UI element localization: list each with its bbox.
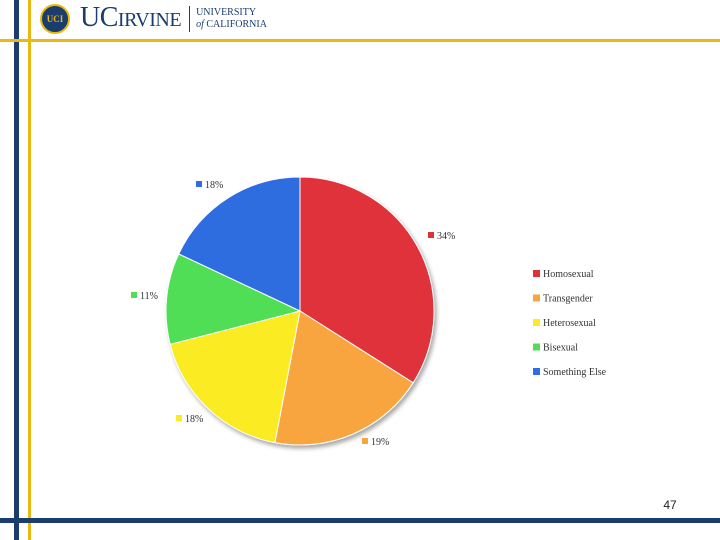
legend-swatch — [533, 368, 540, 375]
logo-divider — [189, 6, 191, 32]
value-label-swatch — [131, 292, 137, 298]
legend-swatch — [533, 294, 540, 302]
value-label: 18% — [205, 180, 223, 191]
uc-irvine-wordmark: UCIRVINE — [80, 2, 182, 35]
pie-slices — [165, 176, 435, 446]
frame-left-gold-bar — [28, 0, 31, 540]
page-number: 47 — [663, 498, 677, 512]
legend-swatch — [533, 319, 540, 326]
pie-slice-transgender — [274, 310, 414, 446]
value-label-swatch — [428, 232, 434, 238]
value-label: 11% — [140, 291, 158, 302]
pie-value-labels: 34% 19% 18% 11% 18% — [131, 180, 455, 448]
value-label: 34% — [437, 231, 455, 242]
frame-bottom-navy-bar — [0, 518, 720, 523]
value-label-swatch — [176, 415, 182, 421]
legend-swatch — [533, 270, 540, 277]
wordmark-of: of — [196, 19, 204, 30]
legend-entry: Bisexual — [543, 343, 578, 354]
legend-entry: Heterosexual — [543, 318, 596, 329]
frame-top-gold-bar — [0, 39, 720, 42]
value-label-swatch — [362, 438, 368, 444]
pie-slice-heterosexual — [169, 310, 301, 444]
wordmark-uc: UC — [80, 2, 118, 33]
uci-logo: UCI UCIRVINE UNIVERSITY of CALIFORNIA — [40, 2, 267, 36]
seal-text: UCI — [46, 14, 64, 24]
value-label-swatch — [196, 181, 202, 187]
value-label: 18% — [185, 414, 203, 425]
university-of-california-wordmark: UNIVERSITY of CALIFORNIA — [196, 7, 267, 31]
pie-slice-homosexual — [299, 176, 435, 384]
legend-entry: Transgender — [543, 294, 593, 305]
legend-entry: Homosexual — [543, 269, 594, 280]
wordmark-university: UNIVERSITY — [196, 7, 257, 18]
legend-swatch — [533, 343, 540, 351]
value-label: 19% — [371, 437, 389, 448]
wordmark-irvine: IRVINE — [117, 9, 182, 31]
pie-slice-bisexual — [165, 253, 302, 345]
chart-legend: Homosexual Transgender Heterosexual Bisexua… — [533, 269, 607, 378]
pie-slice-something-else — [178, 176, 301, 312]
legend-entry: Something Else — [543, 367, 607, 378]
uci-seal-icon: UCI — [40, 4, 70, 34]
frame-left-navy-bar — [14, 0, 19, 540]
wordmark-california: CALIFORNIA — [206, 19, 267, 30]
